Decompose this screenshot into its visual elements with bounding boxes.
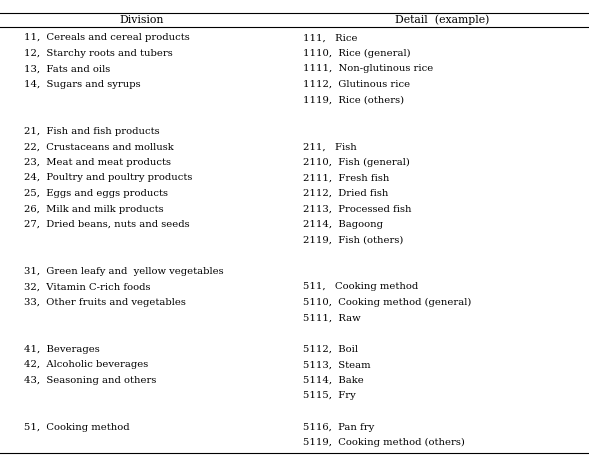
Text: 5115,  Fry: 5115, Fry bbox=[303, 391, 356, 401]
Text: 2112,  Dried fish: 2112, Dried fish bbox=[303, 189, 389, 198]
Text: 111,   Rice: 111, Rice bbox=[303, 33, 358, 42]
Text: 33,  Other fruits and vegetables: 33, Other fruits and vegetables bbox=[24, 298, 186, 307]
Text: 2114,  Bagoong: 2114, Bagoong bbox=[303, 220, 383, 229]
Text: 1111,  Non-glutinous rice: 1111, Non-glutinous rice bbox=[303, 65, 434, 73]
Text: 1119,  Rice (others): 1119, Rice (others) bbox=[303, 95, 405, 105]
Text: 12,  Starchy roots and tubers: 12, Starchy roots and tubers bbox=[24, 49, 173, 58]
Text: 2110,  Fish (general): 2110, Fish (general) bbox=[303, 158, 410, 167]
Text: 43,  Seasoning and others: 43, Seasoning and others bbox=[24, 376, 156, 385]
Text: 26,  Milk and milk products: 26, Milk and milk products bbox=[24, 205, 163, 213]
Text: Detail  (example): Detail (example) bbox=[395, 15, 489, 25]
Text: 22,  Crustaceans and mollusk: 22, Crustaceans and mollusk bbox=[24, 142, 173, 151]
Text: 5112,  Boil: 5112, Boil bbox=[303, 345, 358, 354]
Text: 511,   Cooking method: 511, Cooking method bbox=[303, 283, 419, 291]
Text: 5114,  Bake: 5114, Bake bbox=[303, 376, 364, 385]
Text: 31,  Green leafy and  yellow vegetables: 31, Green leafy and yellow vegetables bbox=[24, 267, 223, 276]
Text: 2113,  Processed fish: 2113, Processed fish bbox=[303, 205, 412, 213]
Text: 23,  Meat and meat products: 23, Meat and meat products bbox=[24, 158, 171, 167]
Text: 11,  Cereals and cereal products: 11, Cereals and cereal products bbox=[24, 33, 189, 42]
Text: 42,  Alcoholic beverages: 42, Alcoholic beverages bbox=[24, 360, 148, 369]
Text: 27,  Dried beans, nuts and seeds: 27, Dried beans, nuts and seeds bbox=[24, 220, 189, 229]
Text: 41,  Beverages: 41, Beverages bbox=[24, 345, 100, 354]
Text: 2111,  Fresh fish: 2111, Fresh fish bbox=[303, 173, 390, 183]
Text: 5116,  Pan fry: 5116, Pan fry bbox=[303, 423, 375, 431]
Text: 1110,  Rice (general): 1110, Rice (general) bbox=[303, 49, 411, 58]
Text: 1112,  Glutinous rice: 1112, Glutinous rice bbox=[303, 80, 411, 89]
Text: 2119,  Fish (others): 2119, Fish (others) bbox=[303, 236, 403, 245]
Text: 51,  Cooking method: 51, Cooking method bbox=[24, 423, 129, 431]
Text: 211,   Fish: 211, Fish bbox=[303, 142, 357, 151]
Text: 25,  Eggs and eggs products: 25, Eggs and eggs products bbox=[24, 189, 167, 198]
Text: 5111,  Raw: 5111, Raw bbox=[303, 313, 361, 323]
Text: Division: Division bbox=[119, 15, 164, 25]
Text: 14,  Sugars and syrups: 14, Sugars and syrups bbox=[24, 80, 140, 89]
Text: 5113,  Steam: 5113, Steam bbox=[303, 360, 371, 369]
Text: 21,  Fish and fish products: 21, Fish and fish products bbox=[24, 127, 159, 136]
Text: 5110,  Cooking method (general): 5110, Cooking method (general) bbox=[303, 298, 472, 307]
Text: 24,  Poultry and poultry products: 24, Poultry and poultry products bbox=[24, 173, 192, 183]
Text: 13,  Fats and oils: 13, Fats and oils bbox=[24, 65, 110, 73]
Text: 32,  Vitamin C-rich foods: 32, Vitamin C-rich foods bbox=[24, 283, 150, 291]
Text: 5119,  Cooking method (others): 5119, Cooking method (others) bbox=[303, 438, 465, 447]
